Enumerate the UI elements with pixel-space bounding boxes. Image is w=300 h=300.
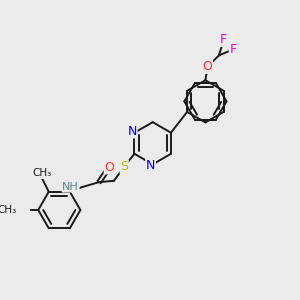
Text: CH₃: CH₃ — [32, 168, 52, 178]
Text: F: F — [220, 33, 227, 46]
Text: CH₃: CH₃ — [0, 205, 16, 215]
Text: O: O — [104, 161, 114, 174]
Text: N: N — [128, 125, 137, 138]
Text: NH: NH — [62, 182, 79, 192]
Text: S: S — [120, 160, 128, 173]
Text: F: F — [230, 43, 236, 56]
Text: O: O — [202, 60, 212, 73]
Text: N: N — [146, 159, 155, 172]
